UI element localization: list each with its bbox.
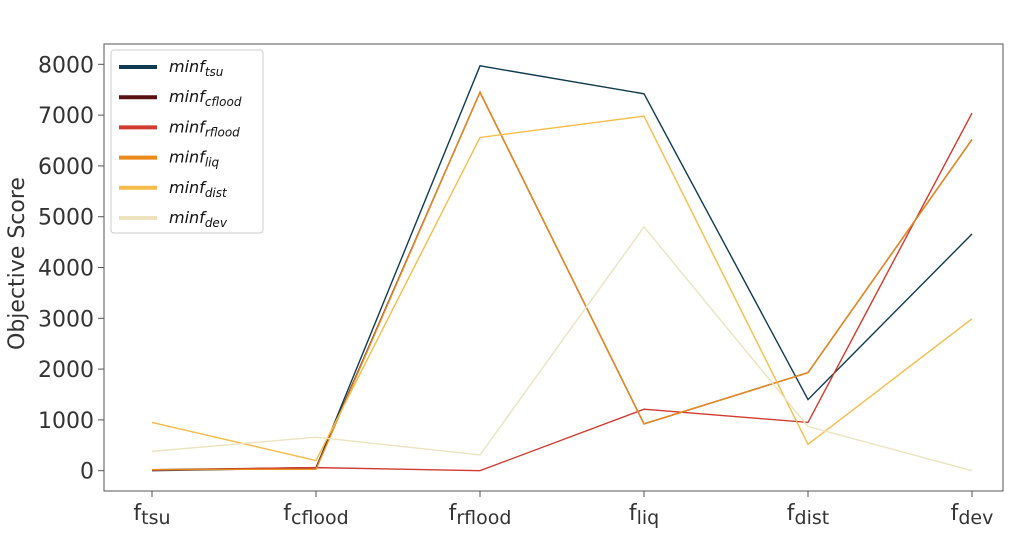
y-tick-label: 3000 [38, 307, 94, 332]
legend-label-liq: minfliq [169, 148, 219, 170]
y-tick-label: 7000 [38, 104, 94, 129]
legend-label-sub: tsu [205, 65, 224, 79]
legend-label-base: minf [169, 117, 207, 136]
y-tick-label: 2000 [38, 358, 94, 383]
legend-label-dist: minfdist [169, 178, 228, 200]
y-tick-label: 5000 [38, 206, 94, 231]
y-tick-label: 1000 [38, 409, 94, 434]
series-lines [151, 65, 973, 472]
legend-label-sub: cflood [205, 95, 242, 109]
series-line-dev [151, 225, 973, 472]
y-tick-label: 4000 [38, 257, 94, 282]
y-axis: 0 1000 2000 3000 4000 5000 6000 7000 8000 [38, 53, 104, 485]
series-line-dist [151, 115, 973, 462]
series-line-liq [151, 90, 973, 471]
legend: minftsuminfcfloodminfrfloodminfliqminfdi… [110, 49, 264, 234]
series-line-rflood [151, 112, 973, 472]
legend-label-base: minf [169, 57, 207, 76]
x-tick-label-base: f [787, 501, 796, 526]
y-tick-label: 0 [80, 460, 94, 485]
y-tick-label: 6000 [38, 155, 94, 180]
x-tick-label-sub: cflood [291, 507, 349, 529]
x-tick-label-sub: liq [637, 507, 660, 529]
x-tick-label-base: f [133, 501, 142, 526]
legend-label-tsu: minftsu [169, 57, 224, 79]
legend-label-cflood: minfcflood [169, 87, 242, 109]
x-tick-label-sub: tsu [141, 507, 170, 529]
x-tick-label-base: f [283, 501, 292, 526]
x-axis: ftsu fcflood frflood fliq fdist fdev [133, 491, 993, 529]
x-tick-label: fcflood [283, 501, 348, 529]
x-tick-label: ftsu [133, 501, 170, 529]
x-tick-label: fliq [629, 501, 659, 529]
x-tick-label-base: f [951, 501, 960, 526]
legend-label-base: minf [169, 87, 207, 106]
x-tick-label-base: f [449, 501, 458, 526]
y-axis-label: Objective Score [5, 177, 30, 350]
x-tick-label-sub: dist [795, 507, 830, 529]
legend-label-dev: minfdev [169, 208, 228, 230]
x-tick-label-sub: rflood [456, 507, 511, 529]
legend-label-sub: dev [205, 216, 228, 230]
x-tick-label-sub: dev [958, 507, 993, 529]
legend-label-sub: liq [205, 156, 220, 170]
legend-box [110, 49, 264, 234]
x-tick-label: fdev [951, 501, 994, 529]
legend-label-base: minf [169, 148, 207, 167]
legend-label-rflood: minfrflood [169, 117, 240, 139]
legend-label-base: minf [169, 208, 207, 227]
legend-label-sub: dist [205, 186, 228, 200]
legend-label-base: minf [169, 178, 207, 197]
legend-label-sub: rflood [205, 125, 240, 139]
x-tick-label: frflood [449, 501, 512, 529]
x-tick-label-base: f [629, 501, 638, 526]
y-tick-label: 8000 [38, 53, 94, 78]
x-tick-label: fdist [787, 501, 829, 529]
